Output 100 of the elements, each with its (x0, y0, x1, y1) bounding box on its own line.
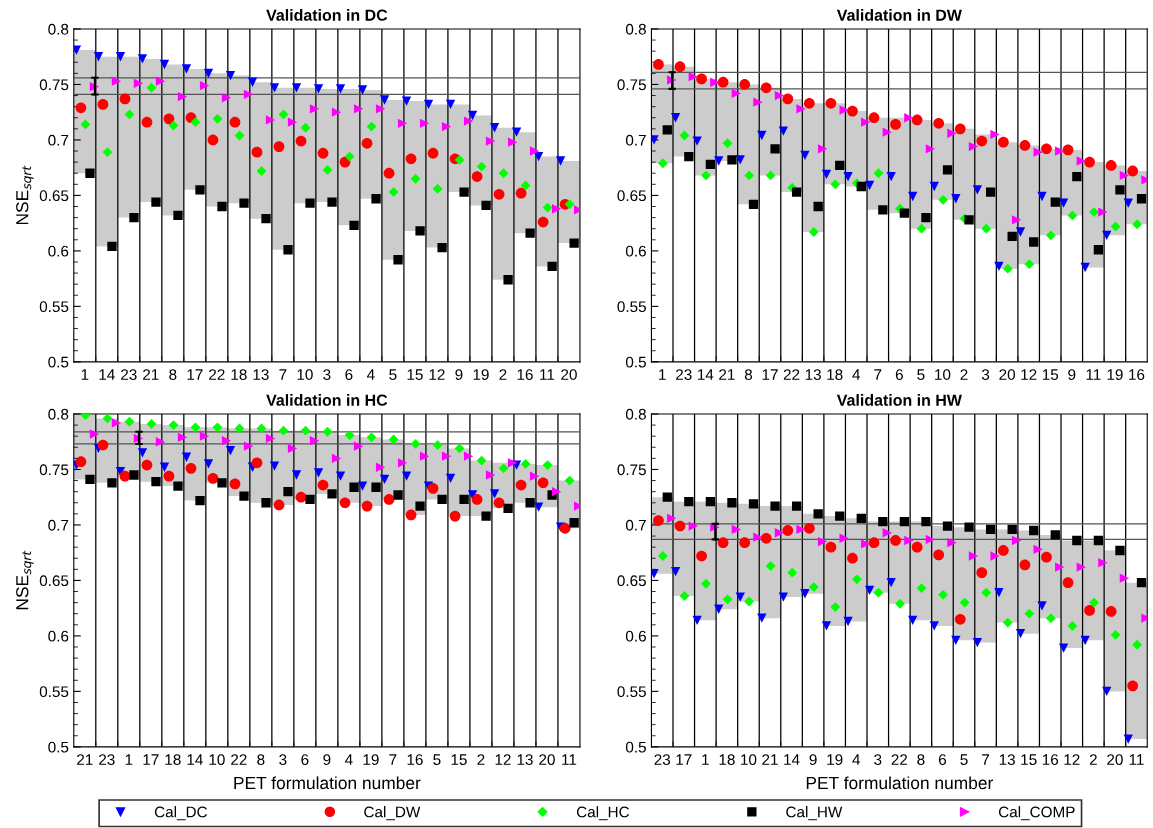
x-tick-label: 23 (654, 754, 671, 766)
y-tick-label: 0.7 (625, 519, 646, 531)
x-tick-label: 9 (1068, 369, 1076, 380)
x-tick-label: 22 (783, 369, 800, 380)
y-tick-label: 0.8 (625, 23, 646, 35)
x-tick-label: 18 (165, 754, 181, 766)
y-tick-label: 0.75 (39, 464, 69, 476)
y-tick-label: 0.6 (48, 245, 69, 257)
y-tick-label: 0.65 (39, 575, 69, 587)
x-tick-label: 13 (805, 369, 821, 380)
x-tick-label: 2 (960, 369, 968, 380)
x-tick-label: 19 (827, 754, 843, 766)
y-tick-label: 0.6 (625, 245, 646, 257)
x-tick-label: 21 (143, 369, 159, 380)
x-tick-label: 23 (99, 754, 115, 766)
chart-title: Validation in HC (266, 394, 388, 406)
x-tick-label: 13 (253, 369, 269, 380)
x-tick-label: 10 (935, 369, 951, 380)
x-tick-label: 8 (917, 754, 925, 766)
x-tick-label: 11 (540, 369, 555, 380)
x-tick-label: 1 (702, 754, 709, 765)
legend-label: Cal_DC (154, 806, 208, 821)
x-tick-label: 20 (561, 369, 577, 380)
x-tick-label: 11 (1086, 369, 1101, 380)
x-tick-label: 16 (1042, 754, 1059, 766)
x-tick-label: 21 (762, 754, 778, 765)
x-tick-label: 3 (323, 369, 331, 380)
x-tick-label: 10 (741, 754, 757, 766)
y-tick-label: 0.8 (48, 408, 69, 420)
x-tick-label: 10 (297, 369, 313, 380)
y-tick-label: 0.65 (617, 575, 646, 587)
x-tick-label: 6 (895, 369, 903, 380)
x-tick-label: 5 (917, 369, 925, 380)
x-tick-label: 10 (209, 754, 225, 766)
x-tick-label: 13 (517, 754, 533, 766)
x-tick-label: 9 (809, 754, 817, 766)
x-tick-label: 7 (874, 369, 882, 380)
x-tick-label: 14 (99, 369, 115, 380)
x-tick-label: 4 (366, 369, 375, 380)
x-tick-label: 18 (231, 369, 247, 380)
y-tick-label: 0.55 (617, 686, 646, 698)
x-tick-label: 5 (389, 369, 397, 380)
x-tick-label: 18 (827, 369, 843, 380)
x-tick-label: 21 (719, 369, 735, 380)
y-tick-label: 0.5 (625, 356, 646, 368)
x-tick-label: 9 (455, 369, 463, 380)
x-tick-label: 1 (81, 369, 89, 380)
x-tick-label: 9 (323, 754, 331, 766)
x-tick-label: 14 (698, 369, 714, 380)
x-tick-label: 3 (874, 754, 882, 766)
x-tick-label: 7 (389, 754, 397, 765)
x-tick-label: 17 (143, 754, 159, 765)
x-tick-label: 5 (433, 754, 441, 766)
legend-label: Cal_COMP (998, 806, 1075, 821)
x-axis-title: PET formulation number (806, 776, 993, 790)
x-tick-label: 6 (345, 369, 353, 380)
y-tick-label: 0.6 (48, 630, 69, 642)
x-tick-label: 15 (1042, 369, 1059, 380)
y-tick-label: 0.75 (39, 79, 69, 91)
x-tick-label: 8 (257, 754, 265, 766)
x-axis-title: PET formulation number (234, 776, 421, 790)
legend-label: Cal_HW (786, 806, 843, 821)
y-tick-label: 0.6 (625, 630, 646, 642)
y-tick-label: 0.8 (625, 408, 646, 420)
y-tick-label: 0.8 (48, 23, 69, 35)
y-tick-label: 0.65 (39, 190, 69, 202)
y-tick-label: 0.55 (617, 301, 646, 313)
x-tick-label: 12 (495, 754, 511, 765)
x-tick-label: 21 (77, 754, 93, 765)
x-tick-label: 14 (784, 754, 800, 765)
y-tick-label: 0.55 (39, 301, 69, 313)
chart-title: Validation in DW (836, 9, 962, 21)
y-axis-title: NSE$_{sqrt}$ (16, 550, 34, 610)
x-tick-label: 12 (429, 369, 445, 380)
x-tick-label: 4 (852, 754, 861, 765)
x-tick-label: 6 (301, 754, 309, 766)
legend-label: Cal_DW (364, 806, 421, 821)
x-tick-label: 22 (209, 369, 225, 380)
x-tick-label: 15 (1021, 754, 1037, 766)
x-tick-label: 4 (344, 754, 353, 765)
x-tick-label: 12 (1021, 369, 1037, 380)
y-tick-label: 0.55 (39, 686, 69, 698)
x-tick-label: 7 (982, 754, 990, 765)
x-tick-label: 22 (231, 754, 247, 765)
chart-title: Validation in DC (266, 9, 388, 21)
y-tick-label: 0.75 (617, 464, 646, 476)
x-tick-label: 19 (473, 369, 489, 380)
x-tick-label: 4 (852, 369, 861, 380)
y-tick-label: 0.7 (48, 519, 69, 531)
x-tick-label: 8 (744, 369, 753, 380)
x-tick-label: 2 (477, 754, 485, 765)
x-tick-label: 3 (279, 754, 287, 766)
x-tick-label: 17 (762, 369, 778, 380)
x-tick-label: 2 (499, 369, 507, 380)
x-tick-label: 20 (999, 369, 1016, 380)
chart-title: Validation in HW (836, 394, 962, 406)
y-tick-label: 0.75 (617, 79, 646, 91)
y-tick-label: 0.5 (625, 741, 646, 753)
x-tick-label: 20 (539, 754, 555, 766)
x-tick-label: 3 (981, 369, 990, 380)
